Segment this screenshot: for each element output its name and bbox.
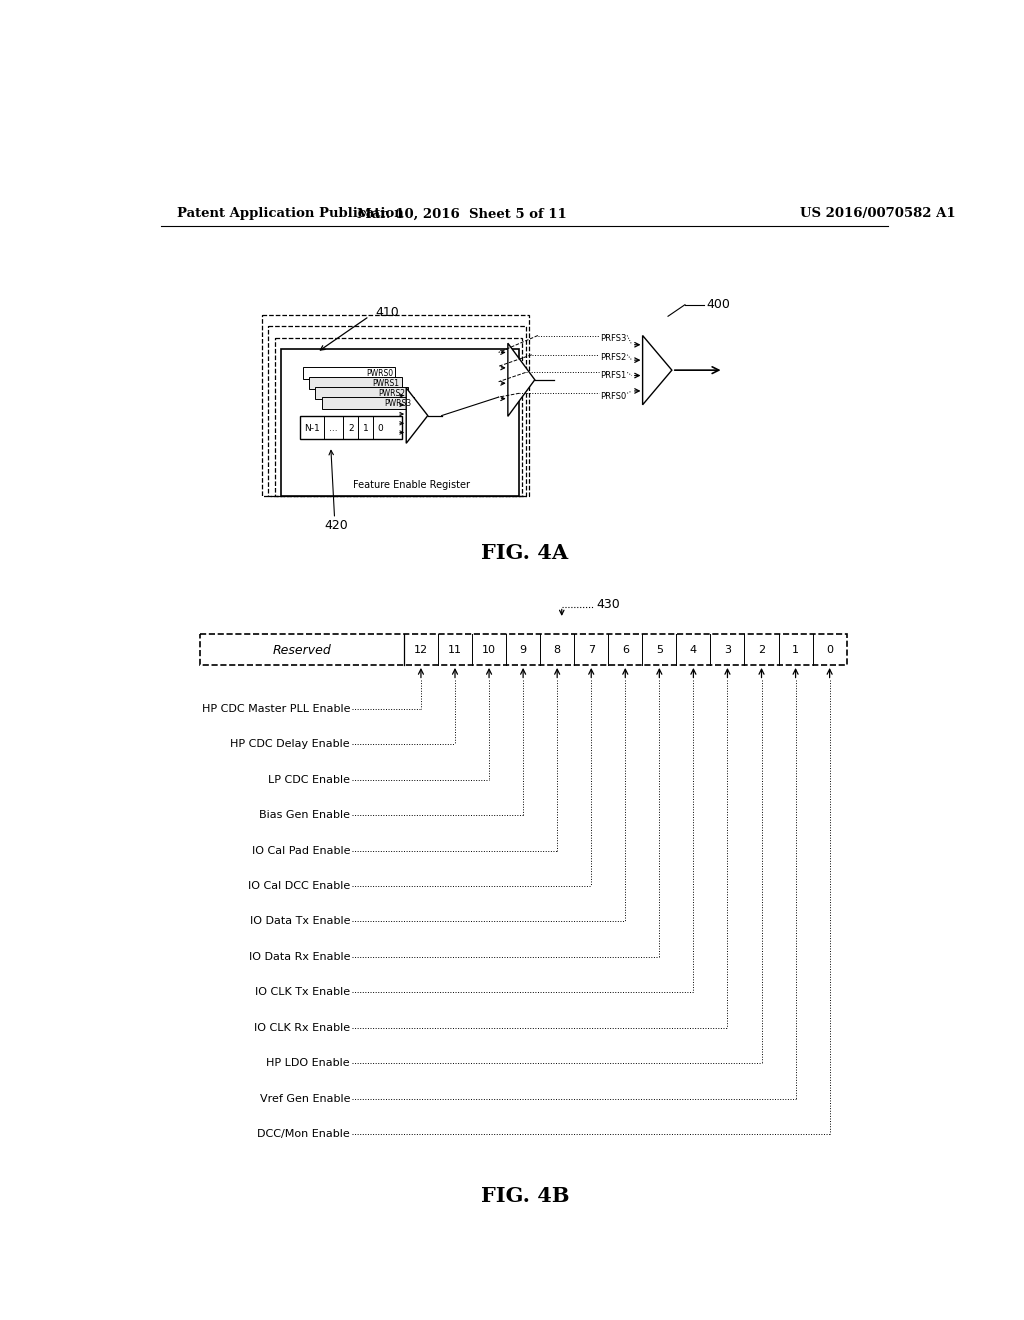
Text: 2: 2 xyxy=(758,645,765,656)
Text: 2: 2 xyxy=(348,424,353,433)
Text: PRFS3: PRFS3 xyxy=(600,334,627,343)
Text: 7: 7 xyxy=(588,645,595,656)
Bar xyxy=(281,350,519,496)
Text: PWRS2: PWRS2 xyxy=(379,389,406,397)
Text: 11: 11 xyxy=(447,645,462,656)
Text: US 2016/0070582 A1: US 2016/0070582 A1 xyxy=(801,207,956,220)
Text: FIG. 4B: FIG. 4B xyxy=(480,1185,569,1205)
Text: Bias Gen Enable: Bias Gen Enable xyxy=(259,810,350,820)
Bar xyxy=(322,397,414,409)
Text: 1: 1 xyxy=(793,645,799,656)
Bar xyxy=(268,326,525,496)
Text: 420: 420 xyxy=(325,519,348,532)
Text: IO CLK Tx Enable: IO CLK Tx Enable xyxy=(255,987,350,998)
Text: Feature Enable Register: Feature Enable Register xyxy=(353,480,470,490)
Text: 6: 6 xyxy=(622,645,629,656)
Text: N-1: N-1 xyxy=(304,424,319,433)
Text: IO Data Rx Enable: IO Data Rx Enable xyxy=(249,952,350,962)
Text: PWRS3: PWRS3 xyxy=(384,399,412,408)
Text: IO Data Tx Enable: IO Data Tx Enable xyxy=(250,916,350,927)
Polygon shape xyxy=(407,388,428,444)
Text: 430: 430 xyxy=(596,598,621,611)
Bar xyxy=(303,367,395,379)
Bar xyxy=(300,416,401,440)
Text: PRFS0: PRFS0 xyxy=(600,392,627,401)
Text: PRFS2: PRFS2 xyxy=(600,354,627,362)
Text: IO Cal Pad Enable: IO Cal Pad Enable xyxy=(252,846,350,855)
Text: PRFS1: PRFS1 xyxy=(600,371,627,380)
Text: LP CDC Enable: LP CDC Enable xyxy=(268,775,350,785)
Text: Patent Application Publication: Patent Application Publication xyxy=(177,207,403,220)
Text: 12: 12 xyxy=(414,645,428,656)
Text: 8: 8 xyxy=(554,645,561,656)
Text: HP CDC Master PLL Enable: HP CDC Master PLL Enable xyxy=(202,704,350,714)
Text: ...: ... xyxy=(329,424,338,433)
Text: 1: 1 xyxy=(362,424,369,433)
Text: 3: 3 xyxy=(724,645,731,656)
Text: 10: 10 xyxy=(482,645,496,656)
Text: 400: 400 xyxy=(707,298,730,312)
Text: 9: 9 xyxy=(519,645,526,656)
Text: 0: 0 xyxy=(378,424,383,433)
Text: IO CLK Rx Enable: IO CLK Rx Enable xyxy=(254,1023,350,1032)
Text: Reserved: Reserved xyxy=(272,644,331,657)
Bar xyxy=(309,378,401,389)
Text: Mar. 10, 2016  Sheet 5 of 11: Mar. 10, 2016 Sheet 5 of 11 xyxy=(356,207,566,220)
Text: FIG. 4A: FIG. 4A xyxy=(481,543,568,562)
Bar xyxy=(200,635,847,665)
Polygon shape xyxy=(508,343,535,416)
Text: 0: 0 xyxy=(826,645,834,656)
Text: 410: 410 xyxy=(376,306,399,319)
Text: HP CDC Delay Enable: HP CDC Delay Enable xyxy=(230,739,350,750)
Text: PWRS0: PWRS0 xyxy=(366,368,393,378)
Text: PWRS1: PWRS1 xyxy=(373,379,399,388)
Bar xyxy=(315,387,408,400)
Bar xyxy=(274,338,522,496)
Text: 5: 5 xyxy=(655,645,663,656)
Text: HP LDO Enable: HP LDO Enable xyxy=(266,1059,350,1068)
Text: DCC/Mon Enable: DCC/Mon Enable xyxy=(257,1129,350,1139)
Bar xyxy=(262,314,528,496)
Polygon shape xyxy=(643,335,672,405)
Text: 4: 4 xyxy=(690,645,697,656)
Text: Vref Gen Enable: Vref Gen Enable xyxy=(259,1093,350,1104)
Text: IO Cal DCC Enable: IO Cal DCC Enable xyxy=(248,880,350,891)
